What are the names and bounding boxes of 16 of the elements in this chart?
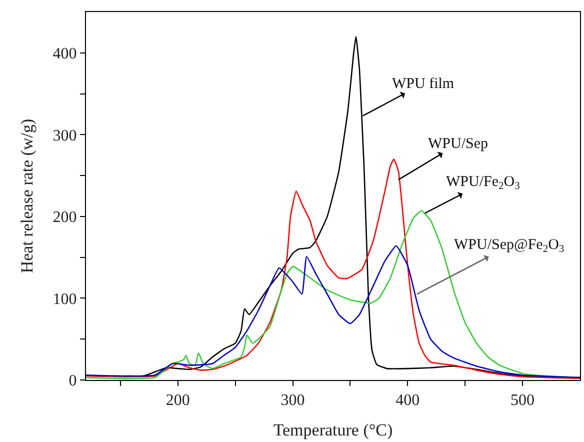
y-tick-label: 100 [52,290,77,308]
annotation: WPU/Fe$_{2}$O$_{3}$ [446,174,520,192]
y-axis-title: Heat release rate (w/g) [17,118,36,274]
x-tick-label: 400 [396,392,420,410]
y-tick-label: 400 [52,45,77,62]
y-tick-label: 0 [68,372,77,390]
annotation: WPU/Sep@Fe$_{2}$O$_{3}$ [454,237,564,256]
y-tick-label: 300 [52,127,77,144]
annotation: WPU film [392,76,454,92]
x-tick-label: 200 [166,392,190,410]
x-tick-label: 500 [510,392,535,410]
x-axis-title: Temperature (°C) [273,420,393,440]
y-tick-label: 200 [52,209,77,226]
annotation: WPU/Sep [428,136,488,152]
line-series [86,158,580,380]
x-tick-label: 300 [280,392,305,410]
